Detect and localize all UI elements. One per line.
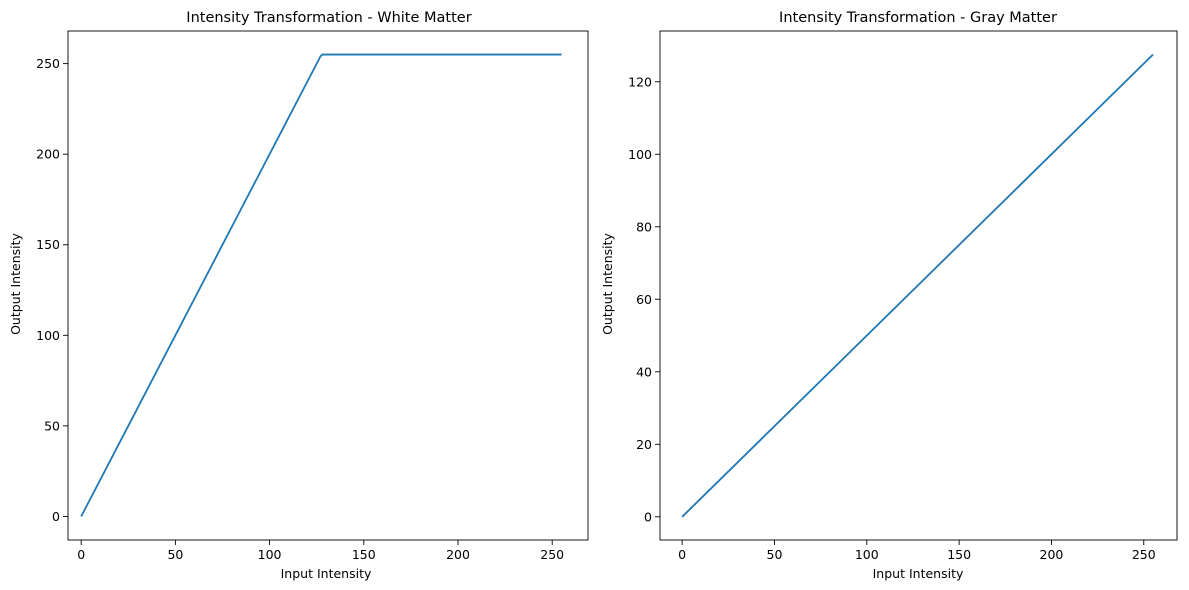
- y-tick-label: 100: [628, 147, 652, 162]
- x-tick-label: 50: [167, 547, 183, 562]
- chart-gray-matter: Intensity Transformation - Gray Matter I…: [600, 10, 1178, 581]
- x-tick-label: 250: [540, 547, 564, 562]
- plot-frame: [67, 30, 589, 541]
- y-tick-label: 200: [36, 147, 60, 162]
- x-tick-label: 0: [77, 547, 85, 562]
- y-tick-label: 60: [636, 292, 652, 307]
- y-tick-label: 80: [636, 219, 652, 234]
- x-tick-label: 200: [1040, 547, 1064, 562]
- x-tick-label: 150: [352, 547, 376, 562]
- chart-white-matter: Intensity Transformation - White Matter …: [8, 10, 589, 581]
- series-line: [681, 53, 1154, 518]
- y-tick-label: 100: [36, 328, 60, 343]
- x-axis-label: Input Intensity: [873, 566, 964, 581]
- x-tick-label: 50: [767, 547, 783, 562]
- y-tick-label: 0: [52, 509, 60, 524]
- x-axis-label: Input Intensity: [281, 566, 372, 581]
- plot-frame: [659, 30, 1178, 541]
- y-tick-label: 120: [628, 74, 652, 89]
- x-tick-label: 0: [678, 547, 686, 562]
- chart-title: Intensity Transformation - White Matter: [186, 10, 471, 26]
- y-tick-label: 250: [36, 56, 60, 71]
- chart-title: Intensity Transformation - Gray Matter: [779, 10, 1057, 26]
- x-tick-label: 200: [446, 547, 470, 562]
- y-tick-label: 150: [36, 237, 60, 252]
- y-axis-label: Output Intensity: [8, 233, 23, 335]
- y-tick-label: 40: [636, 364, 652, 379]
- x-tick-label: 250: [1132, 547, 1156, 562]
- y-tick-label: 20: [636, 437, 652, 452]
- series-line: [80, 53, 562, 517]
- y-axis-label: Output Intensity: [600, 233, 615, 335]
- x-tick-label: 100: [855, 547, 879, 562]
- x-tick-label: 150: [947, 547, 971, 562]
- x-tick-label: 100: [258, 547, 282, 562]
- y-tick-label: 0: [644, 509, 652, 524]
- y-tick-label: 50: [44, 418, 60, 433]
